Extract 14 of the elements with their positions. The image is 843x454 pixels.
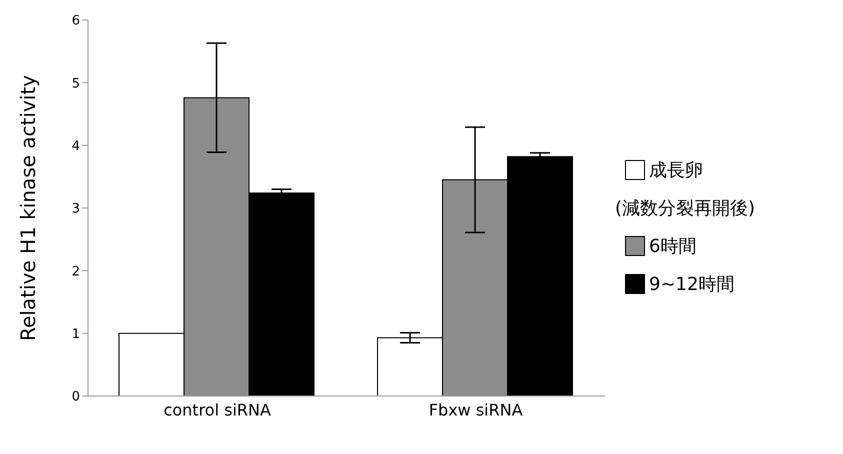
legend-label: 6時間 — [649, 235, 696, 258]
legend-label: 成長卵 — [649, 159, 703, 182]
y-tick-label: 0 — [72, 390, 80, 405]
x-tick-label: control siRNA — [164, 400, 271, 420]
legend-label: 9~12時間 — [649, 273, 734, 296]
y-tick-label: 5 — [72, 76, 80, 92]
y-tick-label: 6 — [72, 14, 80, 29]
y-tick-label: 2 — [72, 264, 80, 280]
text: (減数分裂再開後) — [615, 197, 756, 220]
y-tick-label: 3 — [72, 202, 80, 217]
x-tick-label: Fbxw siRNA — [428, 400, 523, 420]
y-tick-label: 4 — [72, 138, 80, 154]
y-tick-label: 1 — [72, 326, 80, 342]
y-axis-title: Relative H1 kinase activity — [16, 74, 40, 342]
